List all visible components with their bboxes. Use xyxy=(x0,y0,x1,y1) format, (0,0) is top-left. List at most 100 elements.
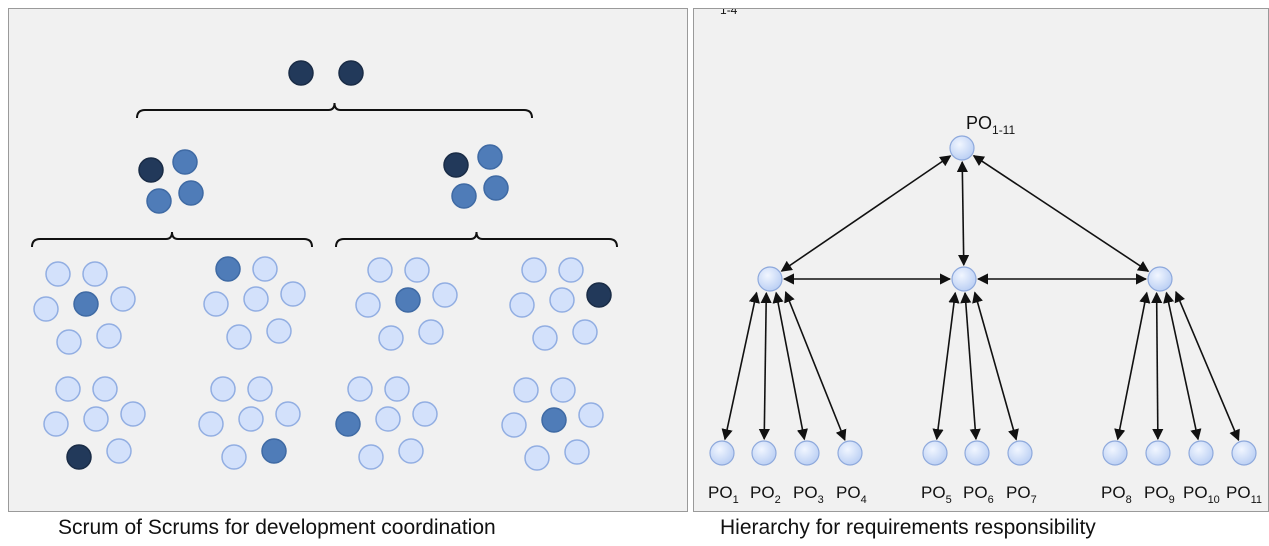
team-member xyxy=(398,438,424,464)
team-member xyxy=(96,323,122,349)
po-leaf-label: PO3 xyxy=(793,483,824,506)
team-member xyxy=(55,376,81,402)
team-member xyxy=(198,411,224,437)
po-leaf-label: PO1 xyxy=(708,483,739,506)
team-member xyxy=(578,402,604,428)
po-top-node xyxy=(949,135,975,161)
scrum-master-member xyxy=(451,183,477,209)
right-sub-bracket xyxy=(335,231,618,248)
po-top-label: PO1-11 xyxy=(966,113,1015,137)
mid-to-leaf-arrow xyxy=(772,291,808,441)
team-member xyxy=(564,439,590,465)
team-member xyxy=(45,261,71,287)
po-leaf-node xyxy=(922,440,948,466)
team-member xyxy=(335,411,361,437)
po-leaf-label: PO4 xyxy=(836,483,867,506)
mid-to-leaf-arrow xyxy=(1174,290,1240,442)
team-member xyxy=(541,407,567,433)
team-member xyxy=(347,376,373,402)
team-member xyxy=(395,287,421,313)
scrum-master-member xyxy=(483,175,509,201)
po-mid-label: PO1-4 xyxy=(694,9,738,17)
team-member xyxy=(73,291,99,317)
po-leaf-label: PO6 xyxy=(963,483,994,506)
team-member xyxy=(549,287,575,313)
po-leaf-node xyxy=(709,440,735,466)
po-mid-node xyxy=(757,266,783,292)
team-member xyxy=(375,406,401,432)
right-caption: Hierarchy for requirements responsibilit… xyxy=(720,516,1096,539)
po-leaf-label: PO8 xyxy=(1101,483,1132,506)
top-to-mid-arrow xyxy=(972,155,1150,272)
team-member xyxy=(586,282,612,308)
team-member xyxy=(92,376,118,402)
po-leaf-node xyxy=(1188,440,1214,466)
po-leaf-label: PO11 xyxy=(1226,483,1262,506)
po-leaf-node xyxy=(1231,440,1257,466)
team-member xyxy=(378,325,404,351)
team-member xyxy=(226,324,252,350)
team-member xyxy=(82,261,108,287)
team-member xyxy=(56,329,82,355)
scrum-of-scrums-panel xyxy=(8,8,688,512)
top-to-mid-arrow xyxy=(956,160,970,267)
team-member xyxy=(247,376,273,402)
po-mid-label: PO5-7 xyxy=(964,9,1269,17)
mid-to-leaf-arrow xyxy=(1114,291,1151,441)
team-member xyxy=(558,257,584,283)
left-caption: Scrum of Scrums for development coordina… xyxy=(58,516,496,539)
team-member xyxy=(266,318,292,344)
po-leaf-node xyxy=(751,440,777,466)
team-member xyxy=(120,401,146,427)
team-member xyxy=(43,411,69,437)
mid-to-leaf-arrow xyxy=(721,291,760,441)
po-mid-node xyxy=(951,266,977,292)
po-mid-label: PO8-11 xyxy=(1160,9,1269,17)
team-member xyxy=(432,282,458,308)
po-leaf-node xyxy=(1145,440,1171,466)
team-member xyxy=(509,292,535,318)
mid-to-leaf-arrow xyxy=(758,291,772,441)
team-member xyxy=(572,319,598,345)
po-leaf-node xyxy=(837,440,863,466)
team-member xyxy=(221,444,247,470)
team-member xyxy=(33,296,59,322)
team-member xyxy=(203,291,229,317)
scrum-master-member xyxy=(178,180,204,206)
po-leaf-node xyxy=(1102,440,1128,466)
po-leaf-label: PO10 xyxy=(1183,483,1220,506)
team-member xyxy=(110,286,136,312)
mid-to-leaf-arrow xyxy=(1151,291,1164,441)
team-member xyxy=(501,412,527,438)
scrum-master-member xyxy=(172,149,198,175)
team-member xyxy=(243,286,269,312)
top-bracket xyxy=(136,102,533,119)
team-member xyxy=(513,377,539,403)
mid-to-leaf-arrow xyxy=(1163,291,1202,441)
mid-to-leaf-arrow xyxy=(932,291,960,441)
po-leaf-label: PO2 xyxy=(750,483,781,506)
scrum-master-member xyxy=(443,152,469,178)
po-leaf-node xyxy=(964,440,990,466)
team-member xyxy=(252,256,278,282)
team-member xyxy=(524,445,550,471)
team-member xyxy=(412,401,438,427)
team-member xyxy=(83,406,109,432)
mid-to-leaf-arrow xyxy=(972,291,1019,441)
top-team-member xyxy=(288,60,314,86)
team-member xyxy=(215,256,241,282)
po-leaf-label: PO7 xyxy=(1006,483,1037,506)
mid-to-leaf-arrow xyxy=(960,291,981,441)
team-member xyxy=(275,401,301,427)
team-member xyxy=(280,281,306,307)
team-member xyxy=(532,325,558,351)
scrum-master-member xyxy=(146,188,172,214)
team-member xyxy=(261,438,287,464)
po-leaf-node xyxy=(794,440,820,466)
team-member xyxy=(355,292,381,318)
team-member xyxy=(210,376,236,402)
top-team-member xyxy=(338,60,364,86)
team-member xyxy=(550,377,576,403)
